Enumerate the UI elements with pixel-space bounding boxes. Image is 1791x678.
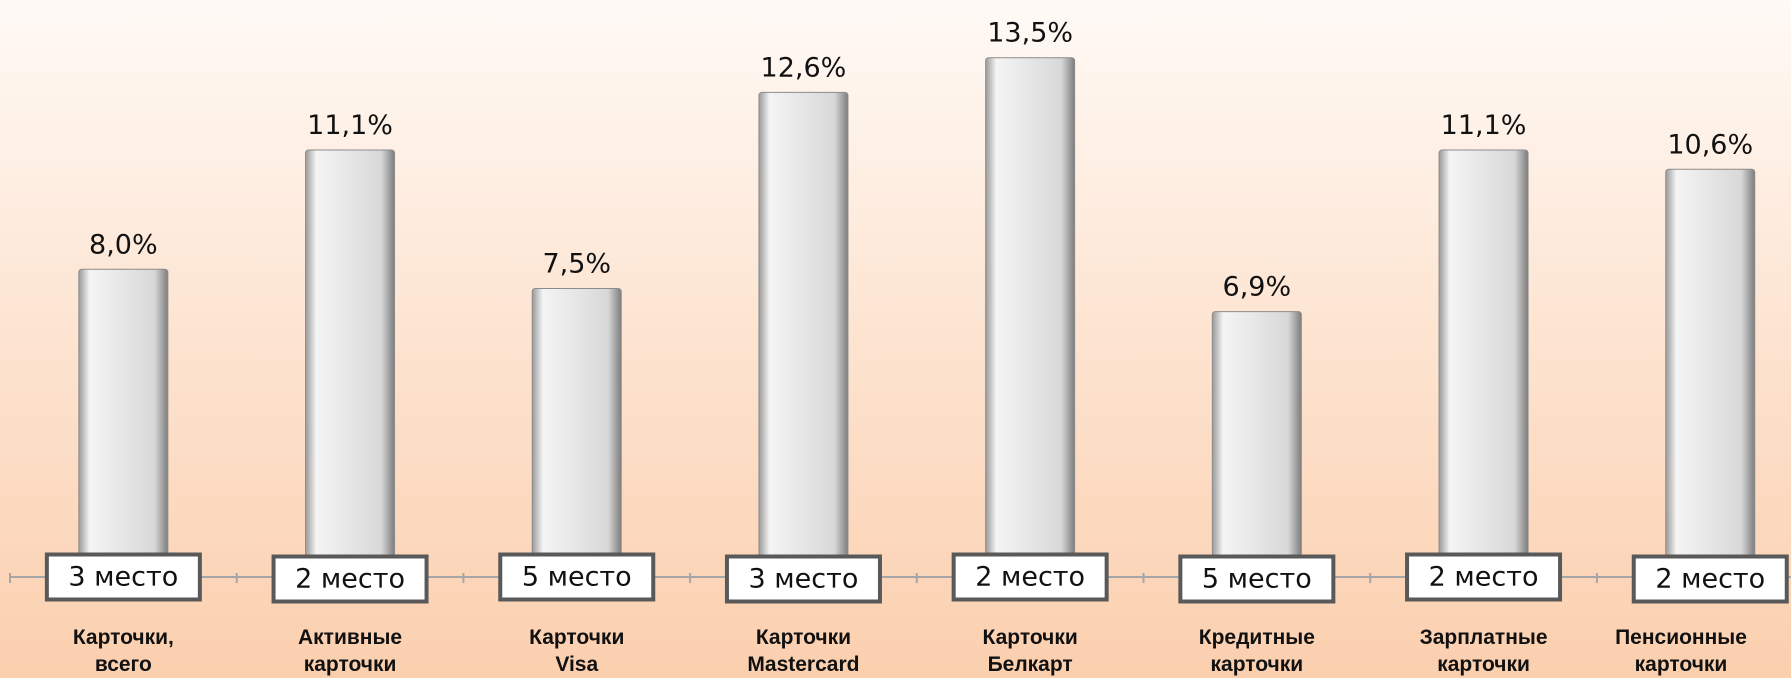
bar [758, 91, 849, 578]
x-tick-label: Карточки Visa [529, 626, 625, 676]
x-tick-label: Пенсионные карточки [1615, 626, 1747, 676]
value-label: 11,1% [307, 110, 393, 141]
x-tick-label: Карточки Белкарт [982, 626, 1078, 676]
rank-label: 3 место [68, 562, 178, 593]
rank-box [1178, 554, 1336, 604]
rank-box [724, 554, 882, 604]
value-label: 12,6% [761, 52, 847, 83]
bar [985, 57, 1076, 578]
x-tick-label: Карточки Mastercard [747, 626, 860, 676]
bar [305, 149, 396, 578]
value-label: 6,9% [1223, 272, 1292, 303]
rank-box [498, 552, 656, 602]
x-tick-label: Активные карточки [298, 626, 403, 676]
rank-box [1631, 554, 1789, 604]
rank-label: 2 место [975, 562, 1085, 593]
rank-label: 2 место [1429, 562, 1539, 593]
rank-label: 2 место [295, 564, 405, 595]
bar [78, 268, 169, 578]
bar [531, 288, 622, 578]
rank-box [271, 554, 429, 604]
value-label: 10,6% [1667, 129, 1753, 160]
rank-box [1405, 552, 1563, 602]
value-label: 7,5% [542, 249, 611, 280]
rank-label: 5 место [1202, 564, 1312, 595]
value-label: 8,0% [89, 229, 158, 260]
bar [1438, 149, 1529, 578]
x-tick-label: Карточки, всего [72, 626, 174, 676]
rank-box [44, 552, 202, 602]
value-label: 11,1% [1441, 110, 1527, 141]
rank-label: 2 место [1655, 564, 1765, 595]
bar [1665, 168, 1756, 578]
x-tick-label: Кредитные карточки [1198, 626, 1315, 676]
rank-label: 3 место [749, 564, 859, 595]
value-label: 13,5% [987, 18, 1073, 49]
x-tick-label: Зарплатные карточки [1419, 626, 1548, 676]
rank-label: 5 место [522, 562, 632, 593]
rank-box [951, 552, 1109, 602]
bar [1211, 311, 1302, 578]
